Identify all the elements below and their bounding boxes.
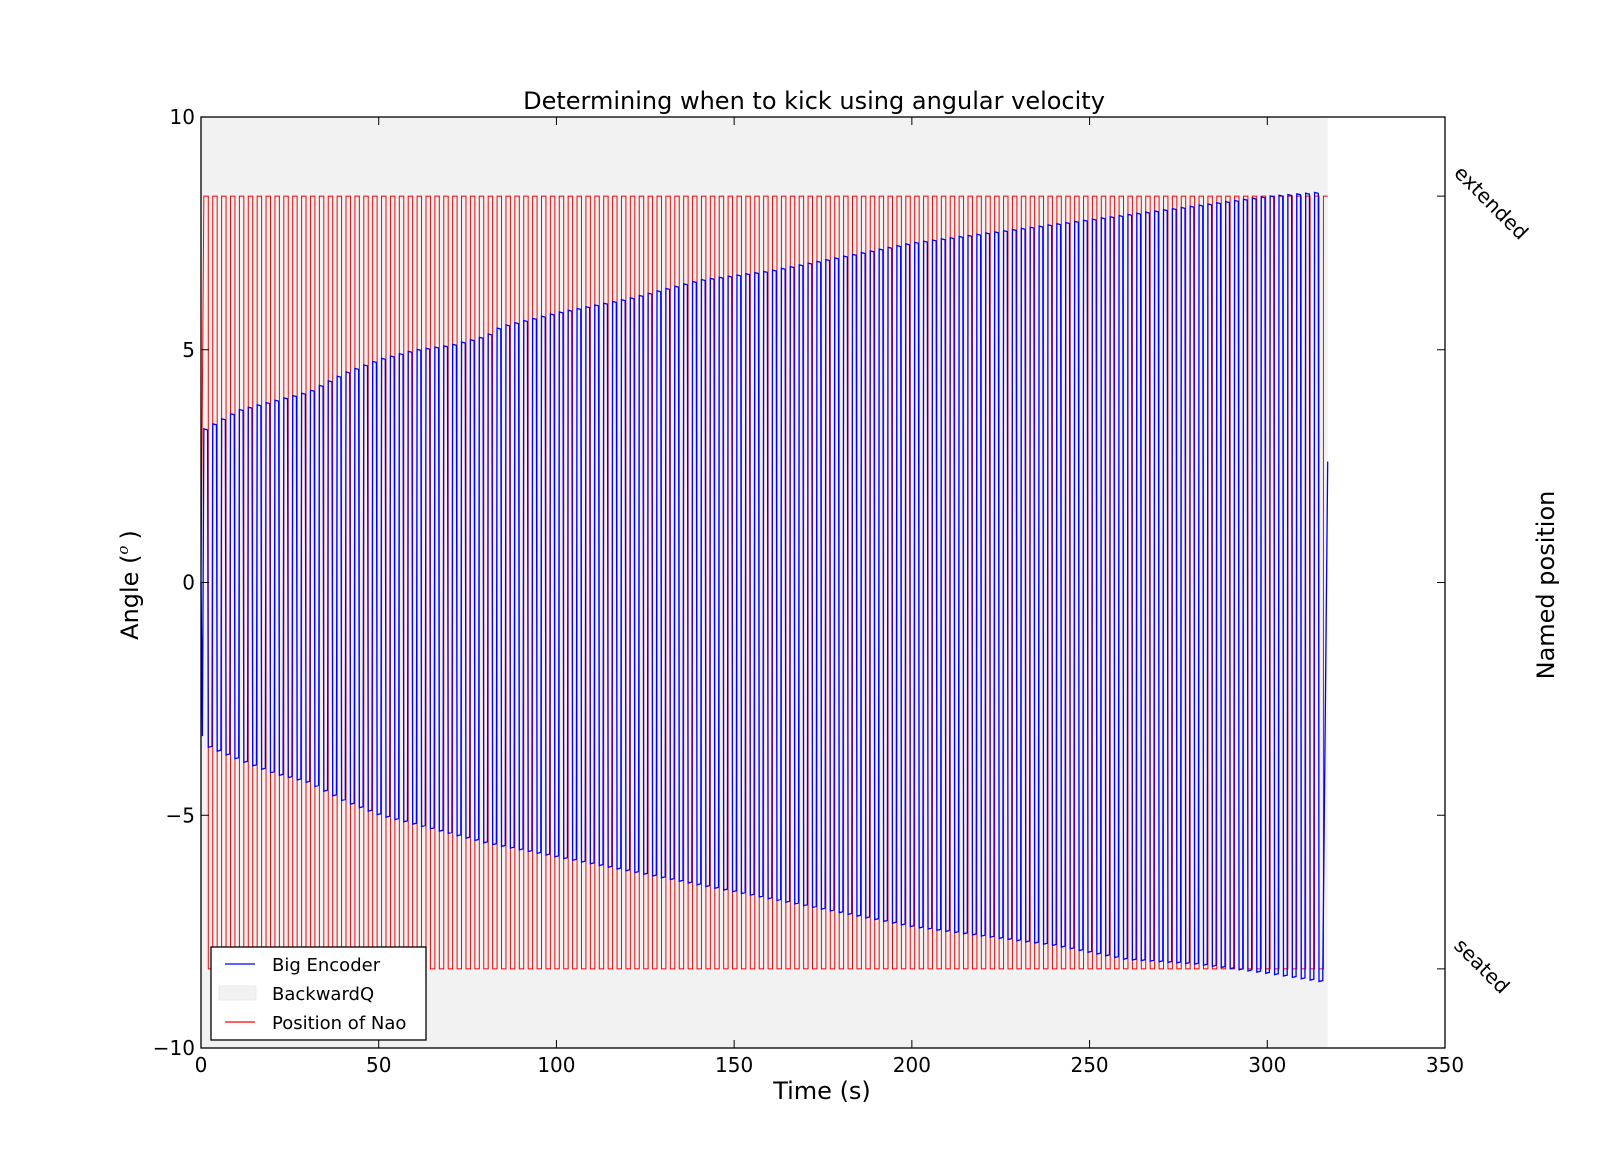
y-axis-ticks: −10 −5 0 5 10 <box>153 105 1445 1060</box>
y-tick-label: −5 <box>166 803 195 827</box>
y-tick-label: 10 <box>170 105 195 129</box>
y-tick-label: 0 <box>182 571 195 595</box>
right-axis-ticks: extended seated <box>1437 161 1533 998</box>
x-tick-label: 250 <box>1070 1053 1108 1077</box>
x-tick-label: 300 <box>1248 1053 1286 1077</box>
x-tick-label: 100 <box>537 1053 575 1077</box>
series-big-encoder <box>200 191 1329 983</box>
series-layer <box>200 191 1329 983</box>
legend-swatch <box>218 985 257 1001</box>
y-axis-label-close: ) <box>116 530 144 539</box>
y-tick-label: −10 <box>153 1036 195 1060</box>
y-axis-label-text: Angle ( <box>116 555 144 640</box>
plot-area <box>200 116 1446 1049</box>
right-tick-label: seated <box>1449 933 1514 998</box>
x-axis-ticks: 0 50 100 150 200 250 300 350 <box>195 117 1464 1077</box>
legend: Big Encoder BackwardQ Position of Nao <box>210 946 427 1041</box>
y-axis-label-unit: o <box>114 546 132 555</box>
right-tick-label: extended <box>1449 161 1533 245</box>
legend-label: Big Encoder <box>272 955 381 976</box>
y-axis-label-group: Angle (o) <box>114 530 144 640</box>
right-axis-label: Named position <box>1532 491 1560 680</box>
x-tick-label: 0 <box>195 1053 208 1077</box>
y-tick-label: 5 <box>182 338 195 362</box>
x-tick-label: 50 <box>366 1053 391 1077</box>
y-axis-label: Angle (o) <box>114 530 144 640</box>
x-axis-label: Time (s) <box>772 1077 871 1105</box>
legend-label: Position of Nao <box>272 1013 406 1034</box>
legend-label: BackwardQ <box>272 984 374 1005</box>
x-tick-label: 200 <box>893 1053 931 1077</box>
x-tick-label: 150 <box>715 1053 753 1077</box>
x-tick-label: 350 <box>1426 1053 1464 1077</box>
chart-title: Determining when to kick using angular v… <box>523 87 1105 115</box>
